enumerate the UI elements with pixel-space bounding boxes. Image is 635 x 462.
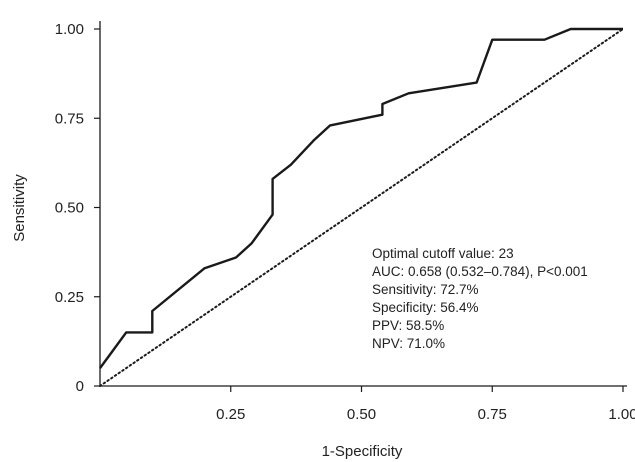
x-tick-label: 0.25 <box>216 406 245 423</box>
axes <box>99 21 627 387</box>
annotation-line: Sensitivity: 72.7% <box>372 282 479 297</box>
y-tick-label: 0.50 <box>55 200 84 217</box>
series <box>99 27 624 387</box>
ticks: 0.25 0.50 0.75 1.00 0 0.25 0.50 0.75 1.00 <box>55 21 635 423</box>
x-axis-title: 1-Specificity <box>322 443 403 460</box>
x-tick-label: 1.00 <box>608 406 635 423</box>
y-tick-label: 0.75 <box>55 110 84 127</box>
annotation-line: PPV: 58.5% <box>372 318 444 333</box>
x-tick-label: 0.50 <box>347 406 376 423</box>
y-tick-label: 1.00 <box>55 21 84 38</box>
y-axis-title: Sensitivity <box>11 174 28 242</box>
roc-curve-line <box>99 27 623 369</box>
annotation-box: Optimal cutoff value: 23 AUC: 0.658 (0.53… <box>372 246 588 351</box>
annotation-line: NPV: 71.0% <box>372 336 445 351</box>
annotation-line: Specificity: 56.4% <box>372 300 479 315</box>
annotation-line: Optimal cutoff value: 23 <box>372 246 514 261</box>
x-tick-label: 0.75 <box>478 406 507 423</box>
y-tick-label: 0 <box>76 378 84 395</box>
reference-diagonal-line <box>99 28 624 387</box>
y-tick-label: 0.25 <box>55 289 84 306</box>
annotation-line: AUC: 0.658 (0.532–0.784), P<0.001 <box>372 264 588 279</box>
